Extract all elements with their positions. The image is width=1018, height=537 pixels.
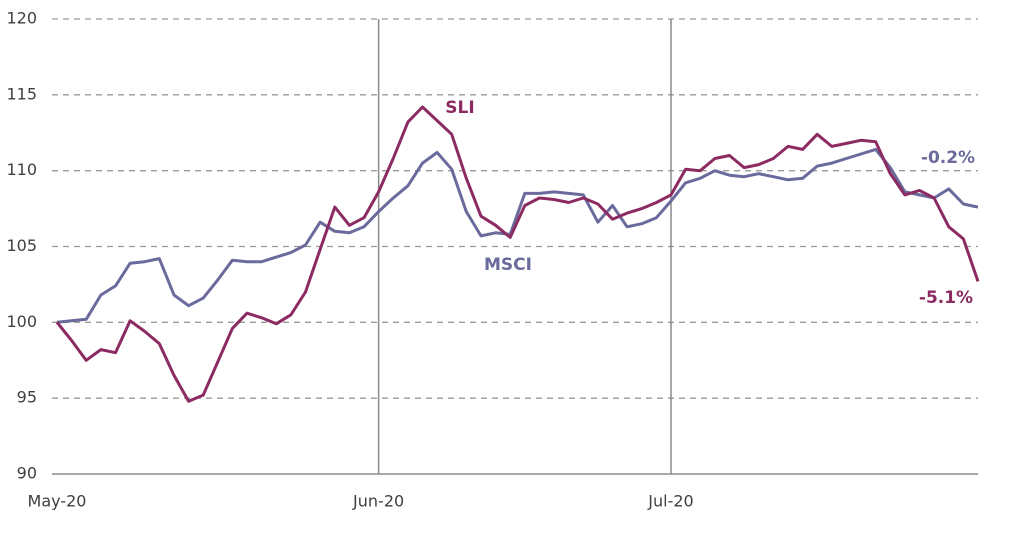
y-tick-label: 115: [6, 84, 37, 103]
y-tick-label: 90: [17, 464, 37, 483]
y-tick-label: 120: [6, 9, 37, 28]
line-series: [55, 105, 980, 403]
x-tick-label: Jun-20: [352, 492, 404, 511]
line-series: [56, 147, 979, 324]
annotation: -0.2%: [921, 148, 975, 168]
annotation: SLI: [445, 98, 474, 118]
y-tick-label: 110: [6, 160, 37, 179]
annotation: -5.1%: [919, 288, 973, 308]
y-tick-label: 95: [17, 388, 37, 407]
y-tick-label: 105: [6, 236, 37, 255]
annotation: MSCI: [484, 255, 532, 275]
y-tick-label: 100: [6, 312, 37, 331]
x-tick-label: May-20: [28, 492, 87, 511]
x-tick-label: Jul-20: [647, 492, 693, 511]
